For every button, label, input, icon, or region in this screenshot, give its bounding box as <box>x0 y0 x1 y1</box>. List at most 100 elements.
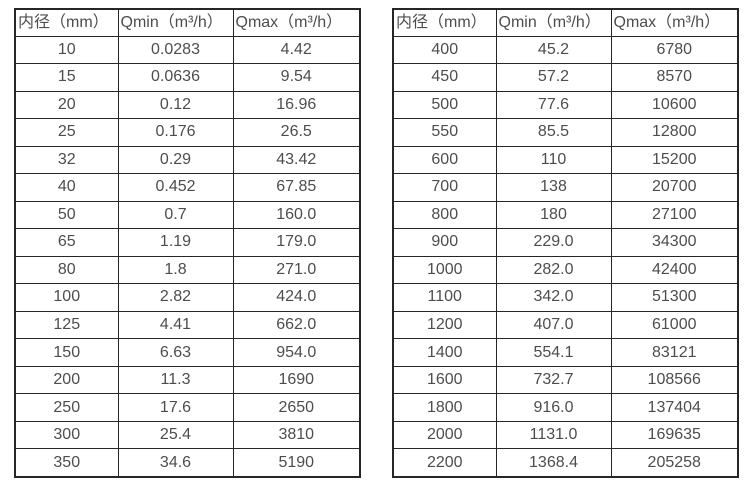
table-cell: 0.452 <box>117 173 234 202</box>
table-cell: 80 <box>14 255 119 285</box>
table-row: 1400 554.1 83121 <box>392 338 739 367</box>
table-row: 350 34.6 5190 <box>14 448 361 478</box>
table-cell: 1000 <box>392 255 497 285</box>
table-cell: 250 <box>14 393 119 422</box>
table-row: 50 0.7 160.0 <box>14 200 361 230</box>
column-header-inner-diameter: 内径（mm） <box>392 8 497 37</box>
table-cell: 732.7 <box>495 365 612 395</box>
table-row: 1200 407.0 61000 <box>392 310 739 340</box>
table-row: 2200 1368.4 205258 <box>392 448 739 478</box>
table-cell: 150 <box>14 338 119 367</box>
table-cell: 6.63 <box>117 338 234 367</box>
table-cell: 0.176 <box>117 118 234 147</box>
table-row: 2000 1131.0 169635 <box>392 420 739 450</box>
table-cell: 500 <box>392 90 497 120</box>
table-row: 700 138 20700 <box>392 173 739 202</box>
table-cell: 15 <box>14 63 119 92</box>
table-cell: 169635 <box>610 420 739 450</box>
table-cell: 67.85 <box>232 173 361 202</box>
table-cell: 407.0 <box>495 310 612 340</box>
table-cell: 51300 <box>610 283 739 312</box>
table-cell: 4.42 <box>232 35 361 65</box>
table-row: 15 0.0636 9.54 <box>14 63 361 92</box>
table-cell: 600 <box>392 145 497 175</box>
table-cell: 43.42 <box>232 145 361 175</box>
table-cell: 350 <box>14 448 119 478</box>
table-cell: 5190 <box>232 448 361 478</box>
column-header-qmin: Qmin（m³/h） <box>117 8 234 37</box>
table-cell: 0.12 <box>117 90 234 120</box>
table-cell: 160.0 <box>232 200 361 230</box>
table-row: 900 229.0 34300 <box>392 228 739 257</box>
table-cell: 2200 <box>392 448 497 478</box>
table-row: 450 57.2 8570 <box>392 63 739 92</box>
table-cell: 17.6 <box>117 393 234 422</box>
table-cell: 26.5 <box>232 118 361 147</box>
table-cell: 3810 <box>232 420 361 450</box>
table-cell: 45.2 <box>495 35 612 65</box>
table-cell: 12800 <box>610 118 739 147</box>
table-cell: 25 <box>14 118 119 147</box>
table-cell: 1131.0 <box>495 420 612 450</box>
table-cell: 662.0 <box>232 310 361 340</box>
table-cell: 15200 <box>610 145 739 175</box>
table-cell: 0.0636 <box>117 63 234 92</box>
table-cell: 700 <box>392 173 497 202</box>
table-header-row: 内径（mm） Qmin（m³/h） Qmax（m³/h） <box>14 8 361 37</box>
column-header-qmax: Qmax（m³/h） <box>610 8 739 37</box>
table-cell: 20 <box>14 90 119 120</box>
table-cell: 77.6 <box>495 90 612 120</box>
column-header-qmin: Qmin（m³/h） <box>495 8 612 37</box>
table-cell: 100 <box>14 283 119 312</box>
table-cell: 32 <box>14 145 119 175</box>
table-row: 150 6.63 954.0 <box>14 338 361 367</box>
table-cell: 2650 <box>232 393 361 422</box>
table-cell: 1200 <box>392 310 497 340</box>
table-row: 550 85.5 12800 <box>392 118 739 147</box>
table-cell: 282.0 <box>495 255 612 285</box>
table-row: 1800 916.0 137404 <box>392 393 739 422</box>
column-header-qmax: Qmax（m³/h） <box>232 8 361 37</box>
table-cell: 450 <box>392 63 497 92</box>
table-cell: 1690 <box>232 365 361 395</box>
table-cell: 110 <box>495 145 612 175</box>
table-header-row: 内径（mm） Qmin（m³/h） Qmax（m³/h） <box>392 8 739 37</box>
table-cell: 138 <box>495 173 612 202</box>
table-cell: 25.4 <box>117 420 234 450</box>
table-cell: 4.41 <box>117 310 234 340</box>
table-cell: 137404 <box>610 393 739 422</box>
table-row: 200 11.3 1690 <box>14 365 361 395</box>
table-cell: 10 <box>14 35 119 65</box>
table-cell: 0.7 <box>117 200 234 230</box>
table-cell: 0.29 <box>117 145 234 175</box>
table-row: 65 1.19 179.0 <box>14 228 361 257</box>
table-row: 300 25.4 3810 <box>14 420 361 450</box>
table-cell: 1.19 <box>117 228 234 257</box>
table-cell: 2.82 <box>117 283 234 312</box>
table-cell: 2000 <box>392 420 497 450</box>
table-cell: 179.0 <box>232 228 361 257</box>
table-cell: 229.0 <box>495 228 612 257</box>
table-cell: 85.5 <box>495 118 612 147</box>
table-cell: 8570 <box>610 63 739 92</box>
table-cell: 1368.4 <box>495 448 612 478</box>
flow-rate-table-small-diameters: 内径（mm） Qmin（m³/h） Qmax（m³/h） 10 0.0283 4.4… <box>14 8 361 478</box>
table-row: 20 0.12 16.96 <box>14 90 361 120</box>
table-cell: 11.3 <box>117 365 234 395</box>
table-cell: 400 <box>392 35 497 65</box>
table-row: 40 0.452 67.85 <box>14 173 361 202</box>
table-row: 100 2.82 424.0 <box>14 283 361 312</box>
table-cell: 20700 <box>610 173 739 202</box>
table-cell: 342.0 <box>495 283 612 312</box>
table-cell: 300 <box>14 420 119 450</box>
table-cell: 57.2 <box>495 63 612 92</box>
table-cell: 108566 <box>610 365 739 395</box>
table-cell: 27100 <box>610 200 739 230</box>
table-cell: 34.6 <box>117 448 234 478</box>
table-cell: 550 <box>392 118 497 147</box>
table-row: 25 0.176 26.5 <box>14 118 361 147</box>
table-row: 125 4.41 662.0 <box>14 310 361 340</box>
table-cell: 1800 <box>392 393 497 422</box>
flow-rate-table-large-diameters: 内径（mm） Qmin（m³/h） Qmax（m³/h） 400 45.2 6780… <box>392 8 739 478</box>
